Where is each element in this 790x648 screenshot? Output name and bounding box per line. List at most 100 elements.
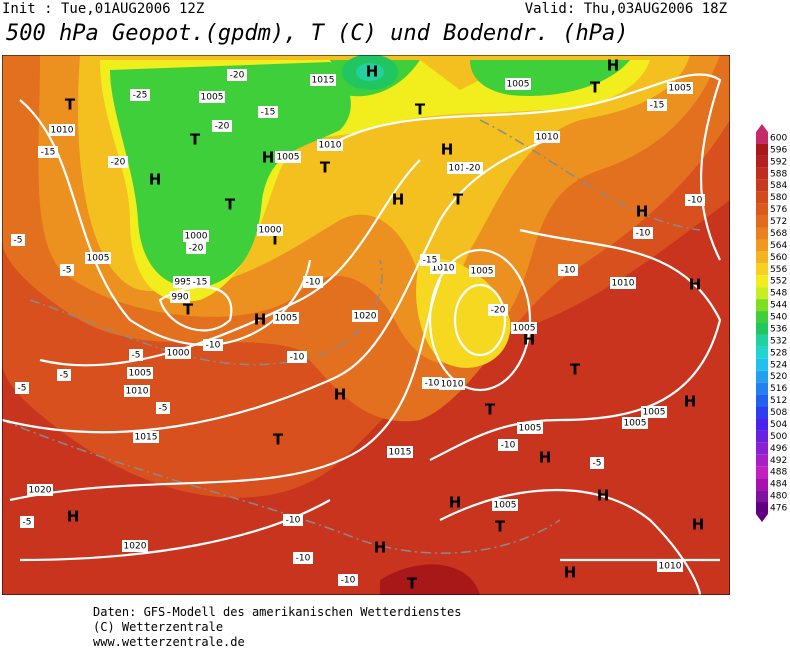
label-box: [505, 78, 531, 90]
temperature-label: -15: [261, 108, 276, 118]
label-box: [57, 369, 71, 381]
temperature-label: -20: [491, 306, 506, 316]
isobar-label: 1010: [319, 141, 342, 151]
scale-swatch: [756, 323, 768, 335]
isobar-label: 1010: [536, 133, 559, 143]
scale-swatch: [756, 490, 768, 503]
label-box: [647, 99, 667, 111]
pressure-center: H: [262, 149, 275, 167]
label-box: [186, 242, 206, 254]
label-box: [130, 89, 150, 101]
pressure-center: T: [415, 101, 426, 119]
label-box: [257, 224, 283, 236]
scale-label: 536: [770, 324, 787, 334]
pressure-center: H: [539, 449, 552, 467]
pressure-center: H: [692, 516, 705, 534]
isobar-label: 1010: [51, 126, 74, 136]
footer-url: www.wetterzentrale.de: [93, 635, 245, 648]
scale-swatch: [756, 287, 768, 300]
isobar-label: 1015: [312, 76, 335, 86]
isobar-label: 1005: [669, 84, 692, 94]
isobar-label: 1020: [124, 542, 147, 552]
temperature-label: -20: [111, 158, 126, 168]
label-box: [227, 69, 247, 81]
scale-label: 492: [770, 456, 787, 466]
pressure-center: H: [449, 494, 462, 512]
scale-label: 584: [770, 181, 787, 191]
scale-top-tip: [756, 124, 768, 133]
scale-label: 564: [770, 241, 787, 251]
temperature-label: -5: [60, 371, 69, 381]
temperature-label: -15: [423, 256, 438, 266]
scale-swatch: [756, 406, 768, 419]
scale-label: 568: [770, 229, 787, 239]
temperature-label: -5: [14, 236, 23, 246]
label-box: [165, 347, 191, 359]
temperature-label: -15: [193, 278, 208, 288]
label-box: [622, 417, 648, 429]
scale-label: 528: [770, 348, 787, 358]
isobar-label: 1005: [494, 501, 517, 511]
temperature-label: -10: [688, 196, 703, 206]
label-box: [11, 234, 25, 246]
pressure-center: H: [636, 203, 649, 221]
scale-swatch: [756, 334, 768, 347]
label-box: [293, 552, 313, 564]
temperature-label: -10: [425, 379, 440, 389]
pressure-center: T: [407, 575, 418, 593]
isobar-label: 1005: [277, 153, 300, 163]
label-box: [310, 74, 336, 86]
label-box: [517, 422, 543, 434]
scale-swatch: [756, 502, 768, 514]
title: 500 hPa Geopot.(gpdm), T (C) und Bodendr…: [6, 21, 629, 46]
isobar-label: 1015: [135, 433, 158, 443]
scale-label: 588: [770, 169, 787, 179]
isobar-label: 1005: [129, 369, 152, 379]
temperature-label: -20: [466, 164, 481, 174]
label-box: [317, 139, 343, 151]
temperature-label: -20: [230, 71, 245, 81]
label-box: [85, 252, 111, 264]
scale-label: 500: [770, 432, 787, 442]
label-box: [463, 162, 483, 174]
scale-swatch: [756, 191, 768, 204]
scale-label: 560: [770, 253, 787, 263]
scale-label: 516: [770, 384, 787, 394]
label-box: [387, 446, 413, 458]
isobar-label: 1010: [659, 562, 682, 572]
label-box: [558, 264, 578, 276]
temperature-label: -10: [501, 441, 516, 451]
scale-swatch: [756, 132, 768, 144]
label-box: [27, 484, 53, 496]
label-box: [49, 124, 75, 136]
temperature-label: -5: [593, 459, 602, 469]
scale-swatch: [756, 442, 768, 455]
isobar-label: 1005: [624, 419, 647, 429]
label-box: [199, 91, 225, 103]
label-box: [212, 120, 232, 132]
isobar-label: 1000: [167, 349, 190, 359]
isobar-label: 1005: [201, 93, 224, 103]
label-box: [338, 574, 358, 586]
pressure-center: H: [607, 57, 620, 75]
label-box: [610, 277, 636, 289]
label-box: [133, 431, 159, 443]
isobar-label: 1000: [259, 226, 282, 236]
pressure-center: T: [183, 301, 194, 319]
scale-label: 540: [770, 313, 787, 323]
isobar-label: 1020: [29, 486, 52, 496]
pressure-center: H: [684, 393, 697, 411]
temperature-label: -5: [132, 351, 141, 361]
isobar-label: 1010: [126, 387, 149, 397]
label-box: [488, 304, 508, 316]
scale-label: 484: [770, 480, 787, 490]
label-box: [641, 406, 667, 418]
scale-swatch: [756, 263, 768, 276]
scale-label: 600: [770, 134, 787, 144]
scale-label: 480: [770, 492, 787, 502]
pressure-center: H: [366, 63, 379, 81]
pressure-center: H: [392, 191, 405, 209]
scale-swatch: [756, 299, 768, 312]
label-box: [283, 514, 303, 526]
scale-label: 572: [770, 217, 787, 227]
